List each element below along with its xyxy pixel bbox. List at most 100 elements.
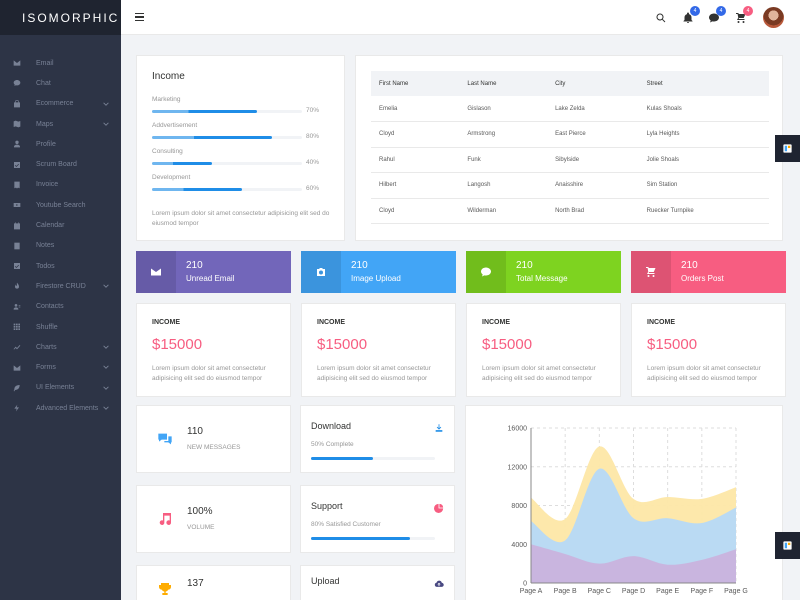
widget-number: 100%	[187, 506, 213, 517]
chevron-down-icon	[103, 101, 109, 107]
youtube-icon	[12, 201, 21, 210]
income-title: Income	[152, 71, 185, 82]
progress-percent: 70%	[305, 107, 319, 114]
sidebar-item-label: Ecommerce	[36, 100, 74, 108]
progress-widget-upload: Upload	[300, 565, 455, 600]
x-tick-label: Page B	[554, 588, 577, 595]
stat-card-orders-post[interactable]: 210 Orders Post	[631, 251, 786, 293]
x-tick-label: Page G	[724, 588, 748, 595]
progress-widget-title: Download	[311, 421, 352, 431]
fire-icon	[12, 282, 21, 291]
music-note-icon	[157, 511, 173, 527]
progress-widget-support: Support 80% Satisfied Customer	[300, 485, 455, 553]
widget-number: 137	[187, 578, 204, 589]
progress-widget-title: Support	[311, 501, 343, 511]
column-header[interactable]: First Name	[371, 71, 460, 96]
sidebar-item-profile[interactable]: Profile	[0, 134, 121, 154]
progress-bar	[152, 110, 302, 113]
notification-bell-icon[interactable]: 4	[682, 6, 700, 23]
progress-widget-subtitle: 50% Complete	[311, 441, 354, 448]
sale-title: INCOME	[482, 319, 510, 326]
stat-number: 210	[516, 260, 533, 271]
widget-label: New Messages	[187, 444, 241, 451]
table-cell: Cloyd	[371, 121, 460, 148]
table-row: Emelia Gislason Lake Zelda Kulas Shoals	[371, 96, 769, 122]
sale-description: Lorem ipsum dolor sit amet consectetur a…	[317, 365, 431, 382]
table-row: Rahul Funk Sibylside Jolie Shoals	[371, 147, 769, 173]
user-avatar[interactable]	[763, 7, 784, 28]
income-progress-row: Marketing 70%	[152, 96, 319, 114]
area-series[interactable]	[531, 544, 736, 583]
progress-bar	[152, 188, 302, 191]
sidebar-item-scrum-board[interactable]: Scrum Board	[0, 154, 121, 174]
stat-label: Total Message	[516, 274, 568, 283]
progress-label: Development	[152, 174, 191, 181]
sidebar-item-shuffle[interactable]: Shuffle	[0, 317, 121, 337]
sticker-widget: 137	[136, 565, 291, 600]
upload-icon[interactable]	[434, 576, 444, 587]
todo-icon	[12, 262, 21, 271]
column-header[interactable]: Last Name	[459, 71, 548, 96]
email-icon	[136, 251, 176, 293]
table-cell: East Pierce	[547, 121, 639, 148]
sidebar-item-label: Calendar	[36, 222, 65, 230]
table-cell: Wilderman	[459, 198, 548, 224]
app-logo[interactable]: ISOMORPHIC	[0, 0, 121, 35]
sale-description: Lorem ipsum dolor sit amet consectetur a…	[482, 365, 596, 382]
sidebar-item-advanced-elements[interactable]: Advanced Elements	[0, 398, 121, 418]
column-header[interactable]: City	[547, 71, 639, 96]
menu-toggle-icon[interactable]	[135, 13, 144, 21]
sale-title: INCOME	[647, 319, 675, 326]
search-icon[interactable]	[655, 11, 667, 23]
sidebar-item-label: Notes	[36, 242, 55, 250]
area-chart: 0 4000 8000 12000 16000 Page A Page B Page C Pag…	[508, 426, 748, 596]
table-header-row: First Name Last Name City Street	[371, 71, 769, 96]
table-cell: Cloyd	[371, 198, 460, 224]
sidebar-item-label: UI Elements	[36, 384, 75, 392]
sidebar-item-charts[interactable]: Charts	[0, 337, 121, 357]
sidebar-item-label: Invoice	[36, 181, 59, 189]
theme-customizer-tab-bottom[interactable]	[775, 532, 800, 559]
sidebar-item-forms[interactable]: Forms	[0, 357, 121, 377]
stat-card-total-message[interactable]: 210 Total Message	[466, 251, 621, 293]
progress-percent: 80%	[305, 133, 319, 140]
messages-icon[interactable]: 4	[708, 6, 726, 23]
sidebar-item-email[interactable]: Email	[0, 53, 121, 73]
bolt-icon	[12, 404, 21, 413]
x-tick-label: Page C	[588, 588, 611, 595]
sidebar-item-label: Shuffle	[36, 323, 58, 331]
sidebar-item-label: Scrum Board	[36, 161, 77, 169]
table-cell: Lyla Heights	[638, 121, 769, 148]
stat-card-unread-email[interactable]: 210 Unread Email	[136, 251, 291, 293]
sidebar-item-todos[interactable]: Todos	[0, 256, 121, 276]
sidebar-nav: Email Chat Ecommerce Maps Profile Scrum …	[0, 35, 121, 418]
download-icon[interactable]	[434, 420, 444, 432]
income-description: Lorem ipsum dolor sit amet consectetur a…	[152, 210, 330, 227]
table-cell: Gislason	[459, 96, 548, 122]
area-series[interactable]	[531, 468, 736, 583]
sidebar-item-chat[interactable]: Chat	[0, 73, 121, 93]
sticker-widget: 110 New Messages	[136, 405, 291, 473]
stat-card-image-upload[interactable]: 210 Image Upload	[301, 251, 456, 293]
sidebar-item-firestore-crud[interactable]: Firestore CRUD	[0, 276, 121, 296]
column-header[interactable]: Street	[638, 71, 769, 96]
theme-customizer-tab[interactable]	[775, 135, 800, 162]
table-row: Hilbert Langosh Anaisshire Sim Station	[371, 172, 769, 199]
sidebar-item-invoice[interactable]: Invoice	[0, 175, 121, 195]
sidebar-item-ui-elements[interactable]: UI Elements	[0, 378, 121, 398]
notification-badge: 4	[690, 6, 700, 16]
sidebar-item-maps[interactable]: Maps	[0, 114, 121, 134]
sidebar-item-youtube-search[interactable]: Youtube Search	[0, 195, 121, 215]
sale-widget: INCOME $15000 Lorem ipsum dolor sit amet…	[136, 303, 291, 397]
sidebar-item-notes[interactable]: Notes	[0, 236, 121, 256]
x-tick-label: Page A	[520, 588, 543, 595]
stat-label: Unread Email	[186, 274, 235, 283]
cart-icon[interactable]: 4	[735, 6, 753, 23]
sidebar-item-ecommerce[interactable]: Ecommerce	[0, 94, 121, 114]
chevron-down-icon	[103, 283, 109, 289]
chat-icon	[12, 79, 21, 88]
sidebar-item-calendar[interactable]: Calendar	[0, 215, 121, 235]
sidebar-item-contacts[interactable]: Contacts	[0, 297, 121, 317]
y-tick-label: 16000	[508, 426, 528, 433]
pie-icon[interactable]	[434, 500, 444, 513]
